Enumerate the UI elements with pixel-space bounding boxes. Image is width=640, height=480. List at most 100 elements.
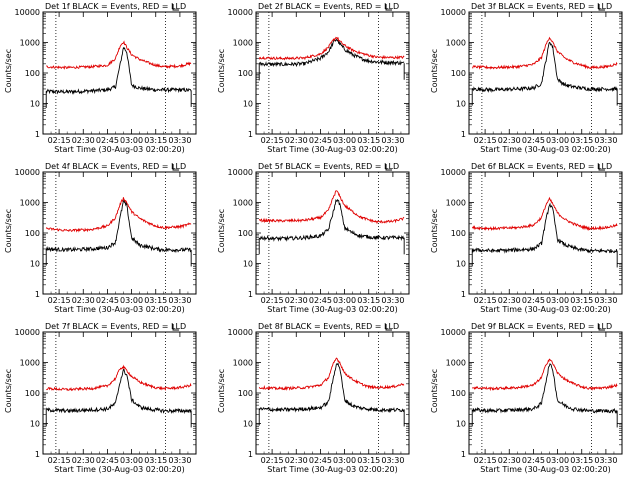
events-series-line [258, 38, 405, 68]
plot-frame [468, 331, 623, 455]
y-tick-label: 100 [25, 69, 40, 78]
detector-panel-3: Det 3f BLACK = Events, RED = LLD Counts/s… [430, 2, 623, 154]
y-tick-label: 10 [456, 100, 466, 109]
y-tick-label: 100 [238, 69, 253, 78]
x-tick-label: 03:30 [594, 136, 617, 145]
detector-panel-5: Det 5f BLACK = Events, RED = LLD Counts/s… [217, 162, 410, 314]
y-tick-label: 10 [456, 420, 466, 429]
x-tick-label: 02:30 [72, 296, 95, 305]
lld-series-line [258, 36, 405, 61]
detector-panel-7: Det 7f BLACK = Events, RED = LLD Counts/s… [4, 322, 197, 474]
y-tick-label: 100 [451, 69, 466, 78]
panel-title: Det 9f BLACK = Events, RED = LLD [471, 322, 612, 331]
x-tick-label: 03:15 [570, 136, 593, 145]
y-axis-label: Counts/sec [4, 369, 13, 413]
x-tick-label: 02:15 [48, 296, 71, 305]
y-tick-label: 1 [461, 130, 466, 139]
y-tick-label: 1000 [20, 39, 40, 48]
y-tick-label: 1000 [20, 359, 40, 368]
x-tick-label: 02:45 [522, 136, 545, 145]
y-tick-label: 10 [243, 260, 253, 269]
events-series-line [45, 368, 192, 415]
y-axis-label: Counts/sec [430, 369, 439, 413]
y-tick-label: 1 [35, 290, 40, 299]
events-series-line [258, 362, 405, 414]
x-tick-label: 02:30 [285, 136, 308, 145]
y-tick-label: 10000 [228, 328, 253, 337]
lld-series-line [258, 357, 405, 391]
x-axis-label: Start Time (30-Aug-03 02:00:20) [480, 465, 611, 474]
y-tick-label: 100 [25, 389, 40, 398]
y-tick-label: 1000 [446, 199, 466, 208]
y-tick-label: 10000 [228, 8, 253, 17]
events-series-line [259, 198, 405, 242]
legend-mark [172, 164, 180, 171]
x-axis-label: Start Time (30-Aug-03 02:00:20) [267, 305, 398, 314]
y-tick-label: 10 [456, 260, 466, 269]
y-tick-label: 100 [238, 389, 253, 398]
legend-mark [172, 4, 180, 11]
x-axis-label: Start Time (30-Aug-03 02:00:20) [54, 465, 185, 474]
y-tick-label: 1 [461, 450, 466, 459]
plot-frame [468, 11, 623, 135]
y-axis-label: Counts/sec [217, 49, 226, 93]
x-tick-label: 03:00 [546, 456, 569, 465]
y-tick-label: 1000 [446, 39, 466, 48]
y-tick-label: 100 [238, 229, 253, 238]
x-tick-label: 03:30 [168, 456, 191, 465]
legend-mark [598, 164, 606, 171]
x-tick-label: 03:15 [144, 136, 167, 145]
x-tick-label: 03:15 [357, 296, 380, 305]
y-tick-label: 100 [25, 229, 40, 238]
x-tick-label: 02:45 [96, 456, 119, 465]
y-axis-label: Counts/sec [430, 49, 439, 93]
y-tick-label: 10000 [15, 8, 40, 17]
x-tick-label: 02:45 [96, 296, 119, 305]
y-axis-label: Counts/sec [217, 369, 226, 413]
y-tick-label: 10000 [15, 168, 40, 177]
x-tick-label: 03:00 [120, 296, 143, 305]
legend-mark [598, 4, 606, 11]
detector-panel-1: Det 1f BLACK = Events, RED = LLD Counts/s… [4, 2, 197, 154]
x-tick-label: 03:15 [357, 456, 380, 465]
lld-series-line [46, 40, 192, 70]
y-tick-label: 10 [30, 420, 40, 429]
lld-series-line [46, 364, 192, 392]
x-tick-label: 02:30 [498, 136, 521, 145]
x-axis-label: Start Time (30-Aug-03 02:00:20) [480, 145, 611, 154]
plot-frame [255, 171, 410, 295]
x-tick-label: 03:15 [570, 296, 593, 305]
y-tick-label: 10000 [15, 328, 40, 337]
events-series-line [471, 41, 618, 93]
x-tick-label: 03:00 [546, 296, 569, 305]
x-tick-label: 03:00 [120, 456, 143, 465]
legend-mark [598, 324, 606, 331]
lld-series-line [258, 190, 405, 225]
panel-title: Det 7f BLACK = Events, RED = LLD [45, 322, 186, 331]
events-series-line [45, 46, 192, 95]
y-tick-label: 1000 [233, 39, 253, 48]
y-tick-label: 1 [248, 450, 253, 459]
y-tick-label: 10 [30, 100, 40, 109]
y-tick-label: 100 [451, 389, 466, 398]
x-tick-label: 03:30 [594, 456, 617, 465]
y-tick-label: 1 [248, 290, 253, 299]
x-tick-label: 03:30 [594, 296, 617, 305]
events-series-line [45, 199, 192, 254]
x-axis-label: Start Time (30-Aug-03 02:00:20) [267, 145, 398, 154]
x-tick-label: 03:00 [120, 136, 143, 145]
y-tick-label: 1 [35, 450, 40, 459]
legend-mark [385, 164, 393, 171]
detector-panel-6: Det 6f BLACK = Events, RED = LLD Counts/s… [430, 162, 623, 314]
plot-frame [42, 11, 197, 135]
x-tick-label: 03:15 [144, 296, 167, 305]
panel-title: Det 4f BLACK = Events, RED = LLD [45, 162, 186, 171]
detector-panel-4: Det 4f BLACK = Events, RED = LLD Counts/s… [4, 162, 197, 314]
x-axis-label: Start Time (30-Aug-03 02:00:20) [54, 305, 185, 314]
events-series-line [472, 363, 618, 415]
x-tick-label: 02:45 [309, 136, 332, 145]
x-tick-label: 03:00 [546, 136, 569, 145]
x-tick-label: 02:45 [309, 456, 332, 465]
lld-series-line [471, 196, 618, 231]
x-tick-label: 02:15 [48, 456, 71, 465]
